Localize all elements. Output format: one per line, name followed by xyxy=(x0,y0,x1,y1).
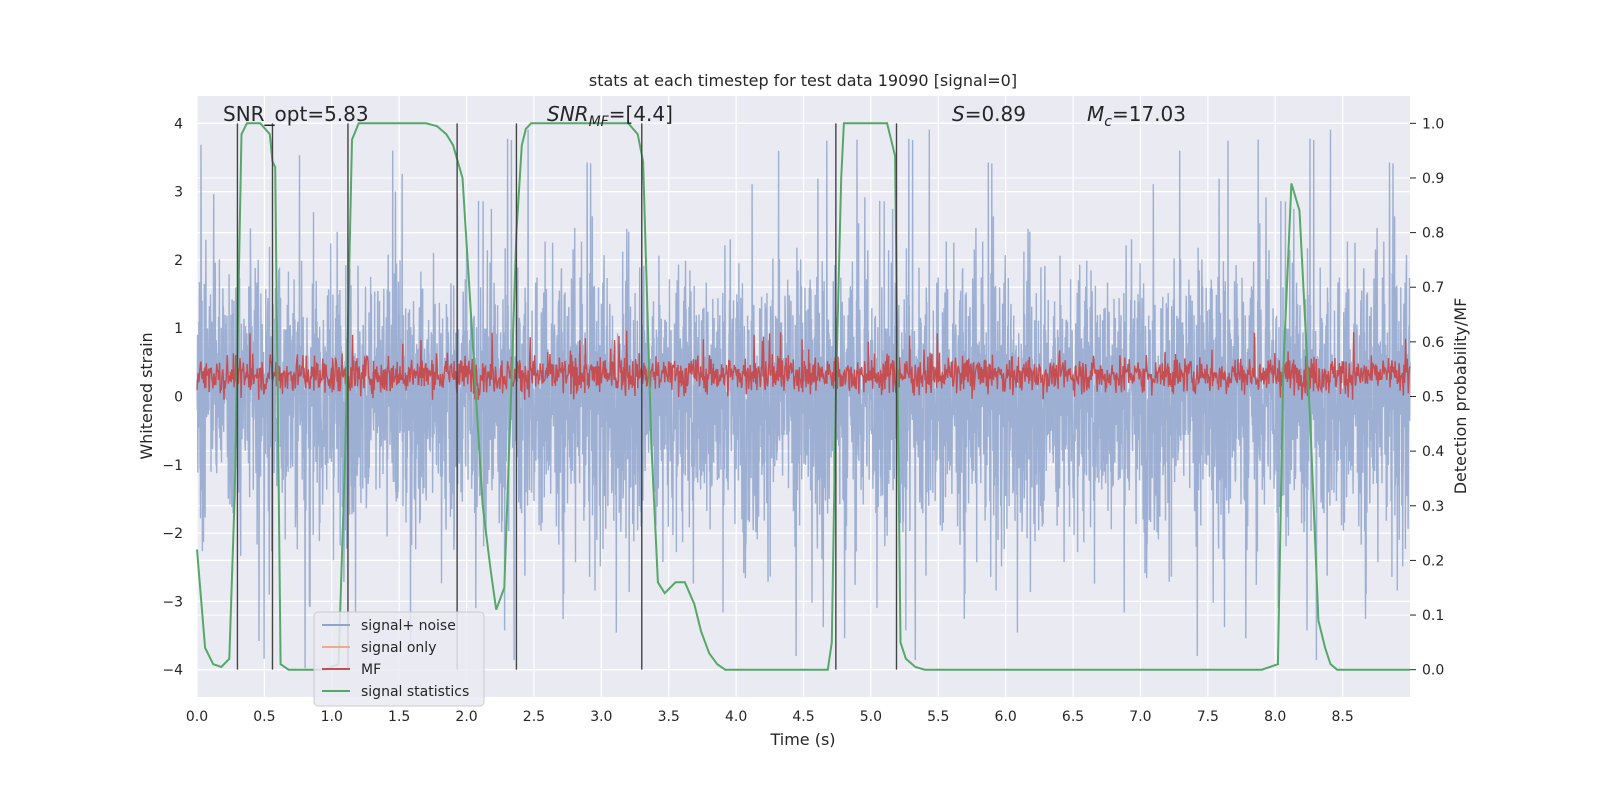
y2-tick-label: 0.4 xyxy=(1422,444,1444,460)
snr-mf-base: SNR xyxy=(547,102,589,126)
mc-subscript: c xyxy=(1104,114,1112,130)
vertical-markers xyxy=(236,123,898,670)
x-tick-label: 1.0 xyxy=(321,709,343,725)
x-tick-label: 8.0 xyxy=(1264,709,1286,725)
legend-box xyxy=(313,611,485,707)
x-tick-label: 8.5 xyxy=(1331,709,1353,725)
y2-tick-label: 0.1 xyxy=(1422,608,1444,624)
y-tick-label: 3 xyxy=(174,185,183,201)
legend-label-signal-statistics: signal statistics xyxy=(361,684,469,700)
y-axis-label: Whitened strain xyxy=(137,332,156,459)
legend: signal+ noise signal only MF signal stat… xyxy=(313,611,485,707)
snr-mf-value: =[4.4] xyxy=(609,102,673,126)
y-tick-label: −2 xyxy=(162,526,183,542)
y-tick-label: 4 xyxy=(174,116,183,132)
x-tick-label: 5.5 xyxy=(927,709,949,725)
mc-value: =17.03 xyxy=(1112,102,1186,126)
x-tick-label: 7.0 xyxy=(1129,709,1151,725)
y2-tick-label: 0.3 xyxy=(1422,499,1444,515)
y2-tick-label: 0.7 xyxy=(1422,280,1444,296)
s-var: S xyxy=(952,102,965,126)
y2-tick-label: 0.9 xyxy=(1422,171,1444,187)
x-tick-label: 1.5 xyxy=(388,709,410,725)
x-tick-label: 6.0 xyxy=(995,709,1017,725)
x-tick-label: 3.0 xyxy=(590,709,612,725)
y-tick-label: −1 xyxy=(162,458,183,474)
y2-tick-label: 0.0 xyxy=(1422,663,1444,679)
x-tick-label: 3.5 xyxy=(658,709,680,725)
s-value: =0.89 xyxy=(965,102,1026,126)
y2-tick-label: 0.8 xyxy=(1422,226,1444,242)
x-tick-label: 0.0 xyxy=(186,709,208,725)
x-tick-label: 7.5 xyxy=(1197,709,1219,725)
snr-mf-subscript: MF xyxy=(589,114,610,130)
x-tick-label: 2.5 xyxy=(523,709,545,725)
legend-label-mf: MF xyxy=(361,662,381,678)
y2-tick-label: 1.0 xyxy=(1422,116,1444,132)
y-tick-label: 1 xyxy=(174,321,183,337)
signal-noise-line xyxy=(196,129,1411,669)
y2-tick-label: 0.6 xyxy=(1422,335,1444,351)
x-tick-label: 4.0 xyxy=(725,709,747,725)
x-tick-label: 0.5 xyxy=(253,709,275,725)
y2-tick-label: 0.5 xyxy=(1422,390,1444,406)
signal-noise-series xyxy=(196,129,1411,669)
x-tick-label: 2.0 xyxy=(455,709,477,725)
y2-tick-label: 0.2 xyxy=(1422,553,1444,569)
mf-line xyxy=(196,330,1411,400)
legend-label-signal-only: signal only xyxy=(361,640,436,656)
legend-label-signal-noise: signal+ noise xyxy=(361,618,456,634)
y-tick-label: 2 xyxy=(174,253,183,269)
x-axis-ticks: 0.0 0.5 1.0 1.5 2.0 2.5 3.0 3.5 4.0 4.5 5.0 5.5 6.0 6… xyxy=(186,709,1354,725)
x-tick-label: 5.0 xyxy=(860,709,882,725)
snr-opt-annotation: SNR_opt=5.83 xyxy=(223,102,369,126)
y-tick-label: −4 xyxy=(162,663,183,679)
signal-statistics-series xyxy=(196,122,1410,671)
x-axis-label: Time (s) xyxy=(769,730,835,749)
y-tick-label: −3 xyxy=(162,594,183,610)
chart-title: stats at each timestep for test data 190… xyxy=(589,71,1017,90)
snr-mf-annotation: SNRMF=[4.4] xyxy=(547,102,673,130)
signal-statistics-line xyxy=(196,122,1410,671)
y-tick-label: 0 xyxy=(174,390,183,406)
x-tick-label: 6.5 xyxy=(1062,709,1084,725)
mc-annotation: Mc=17.03 xyxy=(1087,102,1186,130)
s-annotation: S=0.89 xyxy=(952,102,1026,126)
y-axis-ticks: −4 −3 −2 −1 0 1 2 3 4 xyxy=(162,116,183,678)
y2-axis-ticks: 0.0 0.1 0.2 0.3 0.4 0.5 0.6 0.7 0.8 0.9 1.0 xyxy=(1410,116,1444,679)
mc-base: M xyxy=(1087,102,1104,126)
x-tick-label: 4.5 xyxy=(792,709,814,725)
y2-axis-label: Detection probability/MF xyxy=(1451,298,1470,495)
mf-series xyxy=(196,330,1411,400)
